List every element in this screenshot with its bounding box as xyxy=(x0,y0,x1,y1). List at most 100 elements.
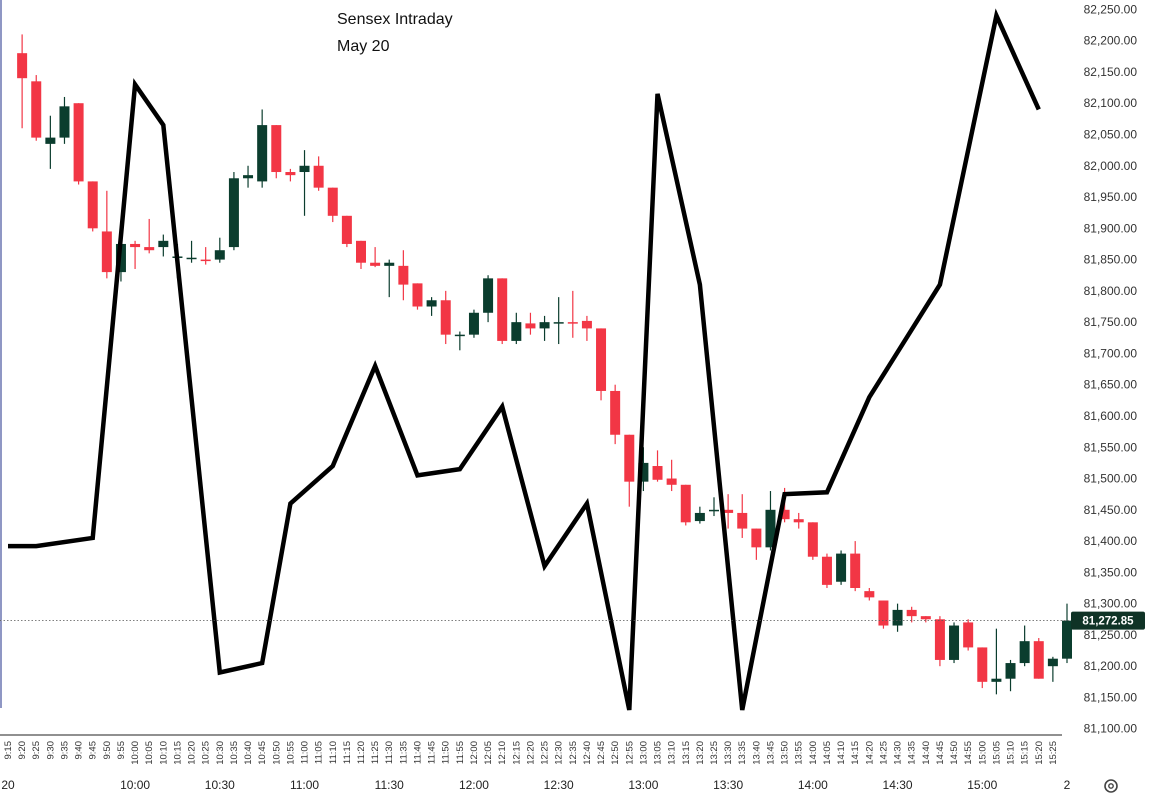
candle xyxy=(652,450,663,482)
x-tick-label: 11:00 xyxy=(300,741,311,764)
candle-body xyxy=(59,106,70,138)
candle xyxy=(934,616,945,667)
candle-body xyxy=(765,509,776,548)
overlay-line xyxy=(8,8,1041,711)
candle-body xyxy=(963,622,974,648)
x-tick-label: 15:25 xyxy=(1048,741,1059,765)
candle-body xyxy=(356,240,366,263)
x-tick-label: 9:40 xyxy=(74,741,85,760)
candle-body xyxy=(454,334,465,337)
candle xyxy=(680,484,691,526)
candle xyxy=(384,259,395,298)
candle xyxy=(483,275,494,323)
candle xyxy=(271,125,282,179)
x-tick-label: 14:30 xyxy=(893,741,904,765)
candle xyxy=(440,290,451,345)
x-tick-label: 12:35 xyxy=(568,741,579,765)
y-tick-label: 81,600.00 xyxy=(1084,409,1138,423)
y-tick-label: 82,150.00 xyxy=(1084,65,1138,79)
x-tick-label: 12:05 xyxy=(483,741,494,765)
candle xyxy=(228,172,239,251)
x-major-label: 11:30 xyxy=(375,778,404,792)
candle-body xyxy=(186,257,197,260)
candle-body xyxy=(483,278,494,313)
x-tick-label: 14:05 xyxy=(822,741,833,765)
x-tick-label: 13:05 xyxy=(653,741,664,765)
x-major-label: 13:30 xyxy=(713,778,743,792)
candle-body xyxy=(45,137,56,144)
x-tick-label: 11:30 xyxy=(384,741,395,764)
candle-body xyxy=(737,512,748,529)
candle xyxy=(807,522,818,560)
x-tick-label: 10:20 xyxy=(187,741,198,765)
candle-body xyxy=(694,512,705,522)
candle xyxy=(525,312,536,335)
candle xyxy=(581,315,592,341)
candle-body xyxy=(384,262,395,266)
candle xyxy=(1019,625,1030,667)
candle xyxy=(694,506,705,524)
y-tick-label: 81,200.00 xyxy=(1084,659,1138,673)
x-tick-label: 13:40 xyxy=(751,741,762,765)
candle xyxy=(850,541,861,592)
x-tick-label: 9:25 xyxy=(31,741,42,760)
candle-body xyxy=(624,434,635,482)
candle-body xyxy=(821,556,832,585)
candle xyxy=(906,606,917,623)
candle-body xyxy=(567,322,578,324)
candle-body xyxy=(73,103,84,182)
last-price-label: 81,272.85 xyxy=(1082,616,1134,628)
candle xyxy=(836,550,847,585)
x-major-label: 11:00 xyxy=(290,778,319,792)
candle xyxy=(426,297,437,316)
gear-icon[interactable] xyxy=(1104,779,1118,793)
candle-body xyxy=(539,322,550,329)
y-tick-label: 82,050.00 xyxy=(1084,127,1138,141)
y-tick-label: 81,950.00 xyxy=(1084,190,1138,204)
y-tick-label: 81,150.00 xyxy=(1084,690,1138,704)
candle-body xyxy=(680,484,691,523)
x-tick-label: 14:50 xyxy=(949,741,960,765)
x-tick-label: 14:00 xyxy=(808,741,819,765)
x-tick-label: 13:20 xyxy=(695,741,706,765)
y-tick-label: 82,000.00 xyxy=(1084,159,1138,173)
x-tick-label: 11:55 xyxy=(455,741,466,764)
x-tick-label: 11:45 xyxy=(427,741,438,764)
candle-body xyxy=(228,178,239,248)
candle-body xyxy=(1062,620,1072,659)
candle-body xyxy=(440,300,451,335)
candle-body xyxy=(285,172,296,176)
candle xyxy=(341,215,352,248)
y-tick-label: 81,650.00 xyxy=(1084,378,1138,392)
candle xyxy=(638,447,649,492)
x-tick-label: 14:15 xyxy=(850,741,861,765)
candle xyxy=(977,647,988,689)
x-tick-label: 10:45 xyxy=(257,741,268,765)
x-major-label: 2 xyxy=(1064,778,1071,792)
y-tick-label: 81,800.00 xyxy=(1084,284,1138,298)
candle xyxy=(751,528,762,560)
y-tick-label: 81,250.00 xyxy=(1084,628,1138,642)
x-tick-label: 12:55 xyxy=(624,741,635,765)
candle xyxy=(454,331,465,351)
candle-body xyxy=(709,509,719,512)
candle xyxy=(864,588,875,601)
candle xyxy=(553,297,564,345)
candle-body xyxy=(596,328,607,391)
x-tick-label: 10:35 xyxy=(229,741,240,765)
x-tick-label: 14:55 xyxy=(963,741,974,765)
y-tick-label: 81,750.00 xyxy=(1084,315,1138,329)
x-tick-label: 10:25 xyxy=(201,741,212,765)
x-tick-label: 10:10 xyxy=(158,741,169,765)
candle xyxy=(186,240,197,263)
candle xyxy=(596,328,607,401)
candle xyxy=(1047,656,1058,682)
x-tick-label: 12:20 xyxy=(525,741,536,765)
candle xyxy=(511,312,522,345)
x-tick-label: 15:00 xyxy=(977,741,988,765)
x-tick-label: 13:25 xyxy=(709,741,720,765)
candle-body xyxy=(610,390,621,435)
y-tick-label: 81,550.00 xyxy=(1084,440,1138,454)
candle-body xyxy=(271,125,282,173)
